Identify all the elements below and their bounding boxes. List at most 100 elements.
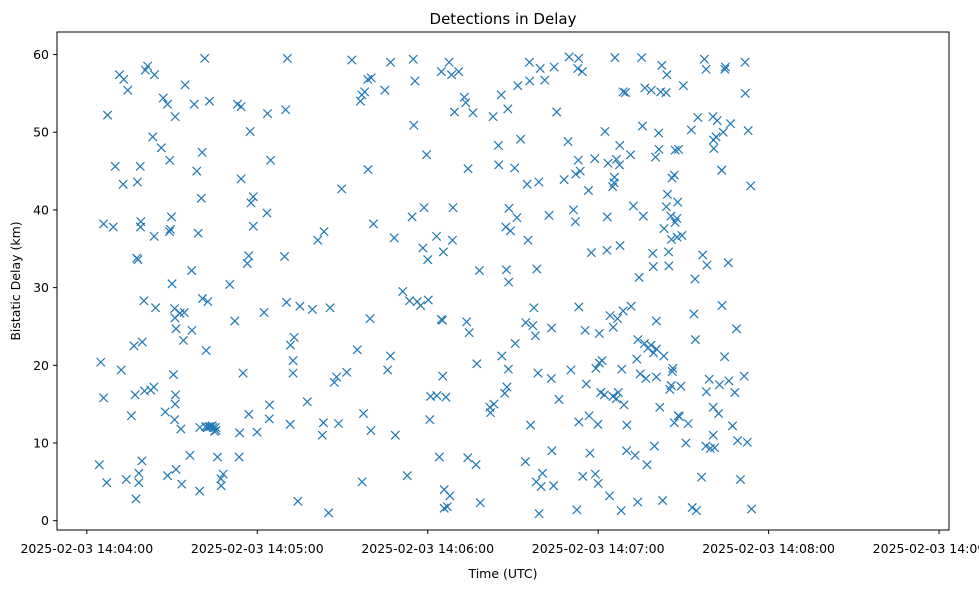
data-point-348 (662, 189, 673, 199)
data-point-357 (668, 363, 678, 374)
data-point-305 (618, 87, 628, 97)
data-point-197 (468, 108, 478, 118)
data-point-224 (520, 457, 531, 467)
data-point-249 (552, 107, 562, 117)
data-point-262 (575, 166, 585, 176)
data-point-134 (333, 418, 344, 429)
data-point-145 (363, 164, 373, 175)
data-point-160 (408, 54, 418, 64)
data-point-188 (448, 202, 458, 213)
data-point-264 (574, 417, 584, 427)
y-tick-label-0: 0 (41, 513, 49, 528)
data-point-64 (187, 265, 197, 276)
data-point-42 (162, 99, 173, 109)
data-point-271 (585, 448, 595, 458)
data-point-308 (622, 420, 632, 430)
data-point-116 (281, 297, 292, 307)
data-point-121 (288, 356, 298, 366)
data-point-190 (454, 66, 464, 77)
data-point-97 (236, 174, 246, 184)
data-point-52 (171, 324, 181, 334)
data-point-369 (677, 230, 687, 241)
data-point-349 (663, 247, 674, 257)
data-point-362 (672, 213, 682, 224)
data-point-193 (462, 317, 472, 327)
data-point-285 (602, 245, 612, 255)
data-point-247 (548, 481, 559, 491)
data-point-344 (659, 223, 669, 234)
data-point-239 (536, 481, 546, 492)
data-point-181 (441, 392, 451, 402)
data-point-272 (586, 248, 596, 258)
data-point-335 (651, 372, 662, 382)
data-point-46 (166, 212, 177, 222)
data-point-400 (717, 300, 727, 311)
data-point-232 (529, 303, 539, 313)
data-point-90 (218, 469, 228, 479)
data-point-53 (170, 399, 180, 409)
data-point-96 (236, 101, 246, 112)
data-point-294 (610, 53, 620, 63)
data-point-419 (724, 376, 734, 386)
data-point-204 (488, 112, 498, 122)
data-point-73 (197, 293, 208, 304)
data-point-278 (593, 478, 603, 489)
data-point-242 (540, 75, 550, 85)
data-point-274 (590, 154, 600, 164)
y-tick-label-2: 20 (33, 358, 49, 373)
data-point-63 (185, 450, 195, 461)
data-point-201 (475, 498, 485, 508)
data-point-56 (171, 464, 181, 475)
data-point-33 (148, 132, 158, 142)
data-point-2 (96, 357, 106, 367)
data-point-316 (633, 335, 643, 345)
data-point-378 (691, 505, 702, 516)
data-point-86 (211, 425, 221, 436)
data-point-153 (385, 57, 396, 67)
data-point-209 (497, 351, 507, 361)
data-point-169 (423, 295, 433, 305)
data-point-277 (594, 328, 604, 339)
data-point-251 (559, 174, 569, 185)
data-point-102 (245, 126, 255, 137)
data-point-397 (714, 380, 725, 390)
data-point-385 (701, 64, 711, 74)
data-point-219 (510, 338, 520, 349)
data-point-191 (459, 92, 469, 102)
data-point-78 (203, 296, 213, 307)
data-point-386 (702, 260, 712, 270)
data-point-25 (134, 468, 144, 478)
data-point-317 (634, 272, 644, 283)
x-tick-label-4: 2025-02-03 14:08:00 (702, 541, 835, 556)
data-point-337 (654, 128, 664, 138)
data-point-161 (409, 120, 419, 130)
data-point-377 (690, 274, 700, 284)
data-point-93 (234, 452, 244, 462)
data-point-311 (626, 301, 636, 311)
data-point-43 (165, 155, 175, 165)
data-point-252 (563, 136, 573, 147)
data-point-259 (573, 155, 583, 165)
data-point-151 (383, 365, 393, 375)
data-point-229 (525, 420, 536, 430)
data-point-401 (717, 165, 727, 175)
data-point-310 (625, 150, 636, 160)
data-point-36 (150, 303, 161, 313)
data-point-255 (568, 205, 579, 215)
data-point-141 (357, 477, 367, 487)
data-point-158 (404, 296, 415, 306)
data-point-302 (617, 364, 627, 374)
data-point-339 (655, 402, 665, 412)
data-point-391 (708, 430, 718, 440)
data-point-180 (439, 503, 449, 513)
data-point-41 (162, 470, 173, 481)
data-point-370 (678, 80, 689, 91)
data-point-146 (365, 314, 375, 324)
data-point-413 (742, 437, 752, 447)
data-point-241 (537, 468, 548, 478)
data-point-132 (329, 377, 339, 388)
data-point-371 (681, 438, 691, 448)
data-point-376 (690, 335, 700, 345)
data-point-220 (510, 163, 520, 173)
